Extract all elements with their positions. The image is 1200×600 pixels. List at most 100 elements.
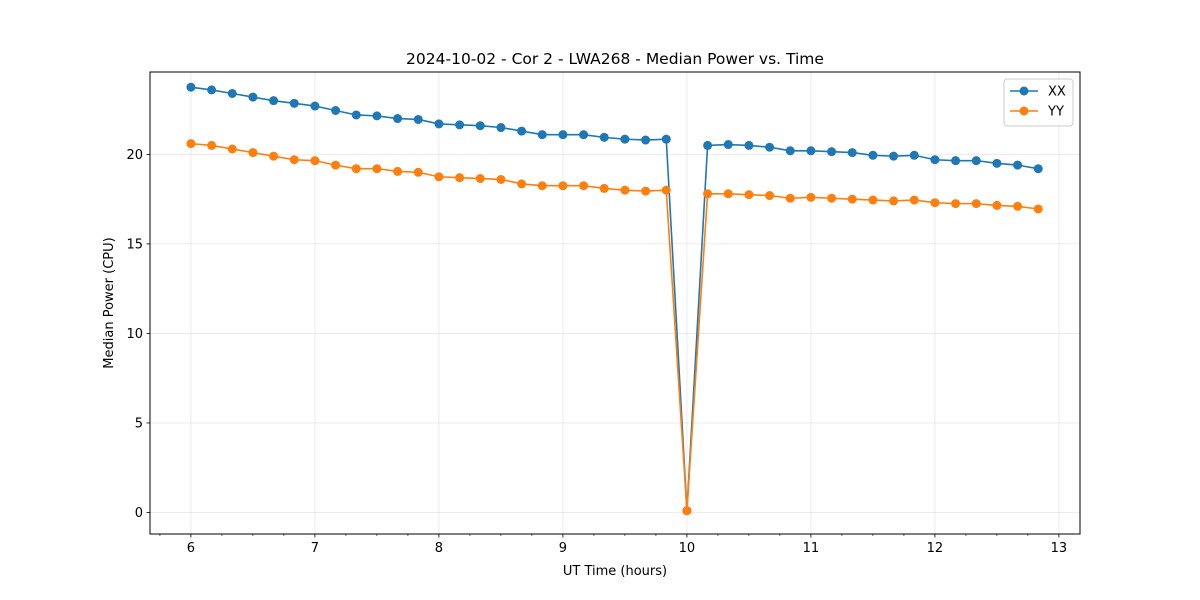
- x-tick-label: 11: [803, 541, 820, 556]
- data-point-yy: [537, 181, 547, 191]
- legend-marker-xx: [1019, 86, 1029, 96]
- data-point-xx: [393, 114, 403, 124]
- legend-label-xx: XX: [1048, 85, 1066, 100]
- x-tick-label: 7: [311, 541, 319, 556]
- plot-frame: [149, 71, 1081, 535]
- data-point-yy: [992, 200, 1002, 210]
- data-point-yy: [517, 179, 527, 189]
- data-point-xx: [537, 130, 547, 140]
- data-point-yy: [1013, 201, 1023, 211]
- data-point-yy: [475, 174, 485, 184]
- data-point-yy: [620, 185, 630, 195]
- data-point-yy: [827, 193, 837, 203]
- data-point-yy: [723, 189, 733, 199]
- data-point-xx: [971, 156, 981, 166]
- data-point-xx: [909, 150, 919, 160]
- data-point-xx: [558, 130, 568, 140]
- data-point-xx: [723, 140, 733, 150]
- data-point-xx: [579, 130, 589, 140]
- data-point-xx: [289, 98, 299, 108]
- data-point-xx: [517, 126, 527, 136]
- data-point-yy: [207, 140, 217, 150]
- data-point-yy: [186, 139, 196, 149]
- series-layer: [186, 82, 1043, 516]
- data-point-yy: [331, 160, 341, 170]
- data-point-xx: [434, 119, 444, 129]
- y-tick-label: 0: [135, 506, 143, 521]
- x-tick-label: 12: [927, 541, 944, 556]
- y-axis-label: Median Power (CPU): [102, 237, 117, 368]
- data-point-yy: [248, 148, 258, 158]
- data-point-xx: [765, 142, 775, 152]
- data-point-yy: [744, 190, 754, 200]
- data-point-xx: [868, 150, 878, 160]
- data-point-xx: [1033, 164, 1043, 174]
- data-point-xx: [413, 114, 423, 124]
- data-point-yy: [661, 185, 671, 195]
- data-point-xx: [331, 106, 341, 115]
- data-point-xx: [641, 135, 651, 145]
- legend: XX YY: [1003, 78, 1074, 127]
- data-point-yy: [682, 506, 692, 516]
- data-point-yy: [579, 181, 589, 191]
- data-point-xx: [785, 146, 795, 156]
- data-point-xx: [496, 123, 506, 133]
- axes: 6 7 8 9 10 11 12 13 0 5 10 15 20: [126, 148, 1067, 556]
- data-point-xx: [599, 132, 609, 142]
- data-point-xx: [806, 146, 816, 156]
- data-point-yy: [289, 155, 299, 165]
- data-point-yy: [785, 193, 795, 203]
- data-point-yy: [909, 195, 919, 205]
- data-point-xx: [372, 111, 382, 121]
- data-point-yy: [868, 195, 878, 205]
- data-point-xx: [951, 156, 961, 166]
- data-point-yy: [413, 167, 423, 177]
- data-point-yy: [765, 191, 775, 201]
- data-point-yy: [227, 144, 237, 154]
- data-point-xx: [475, 121, 485, 131]
- data-point-xx: [889, 151, 899, 161]
- y-tick-label: 20: [126, 148, 143, 163]
- data-point-yy: [496, 174, 506, 184]
- data-point-xx: [207, 85, 217, 95]
- data-point-yy: [889, 196, 899, 206]
- x-tick-label: 10: [679, 541, 696, 556]
- grid-lines: [150, 72, 1080, 534]
- data-point-xx: [1013, 160, 1023, 170]
- data-point-yy: [558, 181, 568, 191]
- chart-title: 2024-10-02 - Cor 2 - LWA268 - Median Pow…: [406, 50, 824, 68]
- data-point-yy: [847, 194, 857, 204]
- x-tick-label: 6: [187, 541, 195, 556]
- data-point-yy: [930, 198, 940, 208]
- data-point-yy: [455, 173, 465, 183]
- data-point-yy: [641, 186, 651, 196]
- data-point-xx: [269, 96, 279, 106]
- legend-label-yy: YY: [1047, 105, 1064, 120]
- y-tick-label: 15: [126, 237, 143, 252]
- data-point-yy: [393, 166, 403, 176]
- data-point-yy: [703, 189, 713, 199]
- series-line-xx: [190, 86, 1039, 511]
- data-point-xx: [310, 101, 320, 111]
- data-point-xx: [703, 140, 713, 150]
- data-point-yy: [806, 192, 816, 202]
- data-point-xx: [186, 82, 196, 92]
- x-tick-label: 8: [435, 541, 443, 556]
- data-point-yy: [434, 172, 444, 182]
- data-point-xx: [827, 147, 837, 157]
- data-point-xx: [620, 134, 630, 144]
- data-point-xx: [992, 158, 1002, 168]
- x-tick-label: 13: [1051, 541, 1068, 556]
- data-point-yy: [971, 199, 981, 209]
- data-point-xx: [661, 134, 671, 144]
- data-point-xx: [227, 88, 237, 98]
- data-point-yy: [951, 199, 961, 209]
- data-point-xx: [744, 140, 754, 150]
- data-point-yy: [351, 164, 361, 174]
- data-point-xx: [455, 120, 465, 130]
- data-point-xx: [847, 148, 857, 158]
- data-point-xx: [351, 110, 361, 120]
- data-point-yy: [269, 151, 279, 161]
- y-tick-label: 5: [135, 416, 143, 431]
- legend-marker-yy: [1019, 106, 1029, 116]
